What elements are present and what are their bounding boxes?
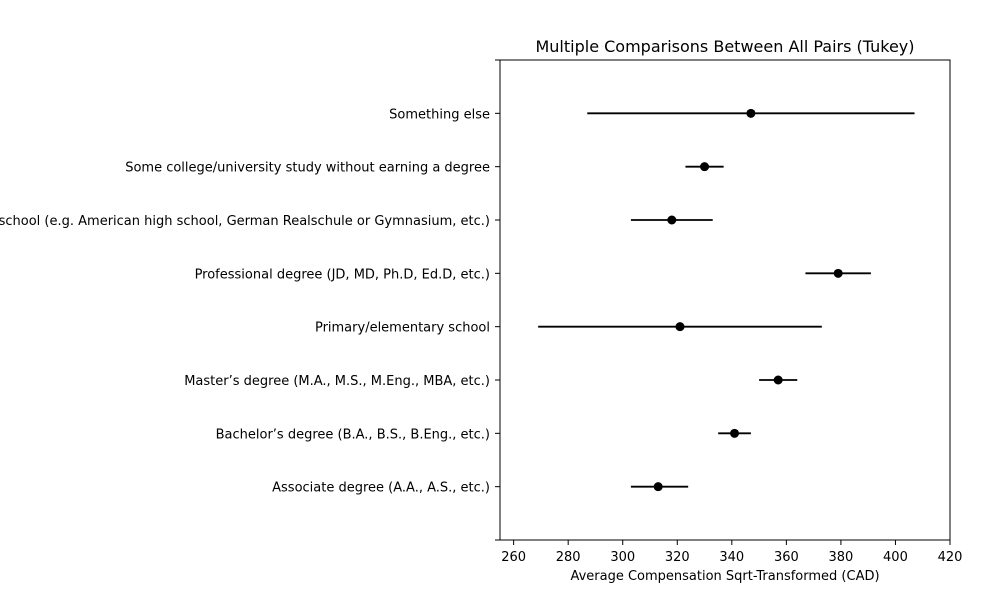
y-tick-label: Primary/elementary school [315,321,490,336]
y-tick-label: Bachelor’s degree (B.A., B.S., B.Eng., e… [216,427,490,442]
x-tick-label: 360 [774,550,799,565]
x-tick-label: 300 [610,550,635,565]
mean-point [746,108,756,118]
chart-marks [538,108,915,492]
x-tick-label: 380 [828,550,853,565]
y-tick-label: Some college/university study without ea… [125,161,490,176]
plot-frame [499,59,951,541]
x-tick-label: 400 [883,550,908,565]
x-tick-label: 260 [501,550,526,565]
mean-point [675,322,685,332]
y-tick-label: Something else [389,107,490,122]
mean-point [773,375,783,385]
x-tick-label: 340 [719,550,744,565]
y-tick-label: Professional degree (JD, MD, Ph.D, Ed.D,… [195,267,490,282]
mean-point [833,268,843,278]
x-axis-label: Average Compensation Sqrt-Transformed (C… [570,569,879,584]
x-tick-label: 280 [556,550,581,565]
mean-point [653,482,663,492]
x-axis: 260 280 300 320 340 360 380 400 420 [501,540,962,565]
y-axis: Associate degree (A.A., A.S., etc.) Bache… [0,59,500,541]
y-tick-label: Master’s degree (M.A., M.S., M.Eng., MBA… [184,374,490,389]
x-tick-label: 320 [665,550,690,565]
chart-title: Multiple Comparisons Between All Pairs (… [535,37,914,56]
mean-point [700,162,710,172]
mean-point [730,428,740,438]
x-tick-label: 420 [938,550,963,565]
y-tick-label: Associate degree (A.A., A.S., etc.) [272,481,490,496]
mean-point [667,215,677,225]
y-tick-label: Secondary school (e.g. American high sch… [0,214,490,229]
